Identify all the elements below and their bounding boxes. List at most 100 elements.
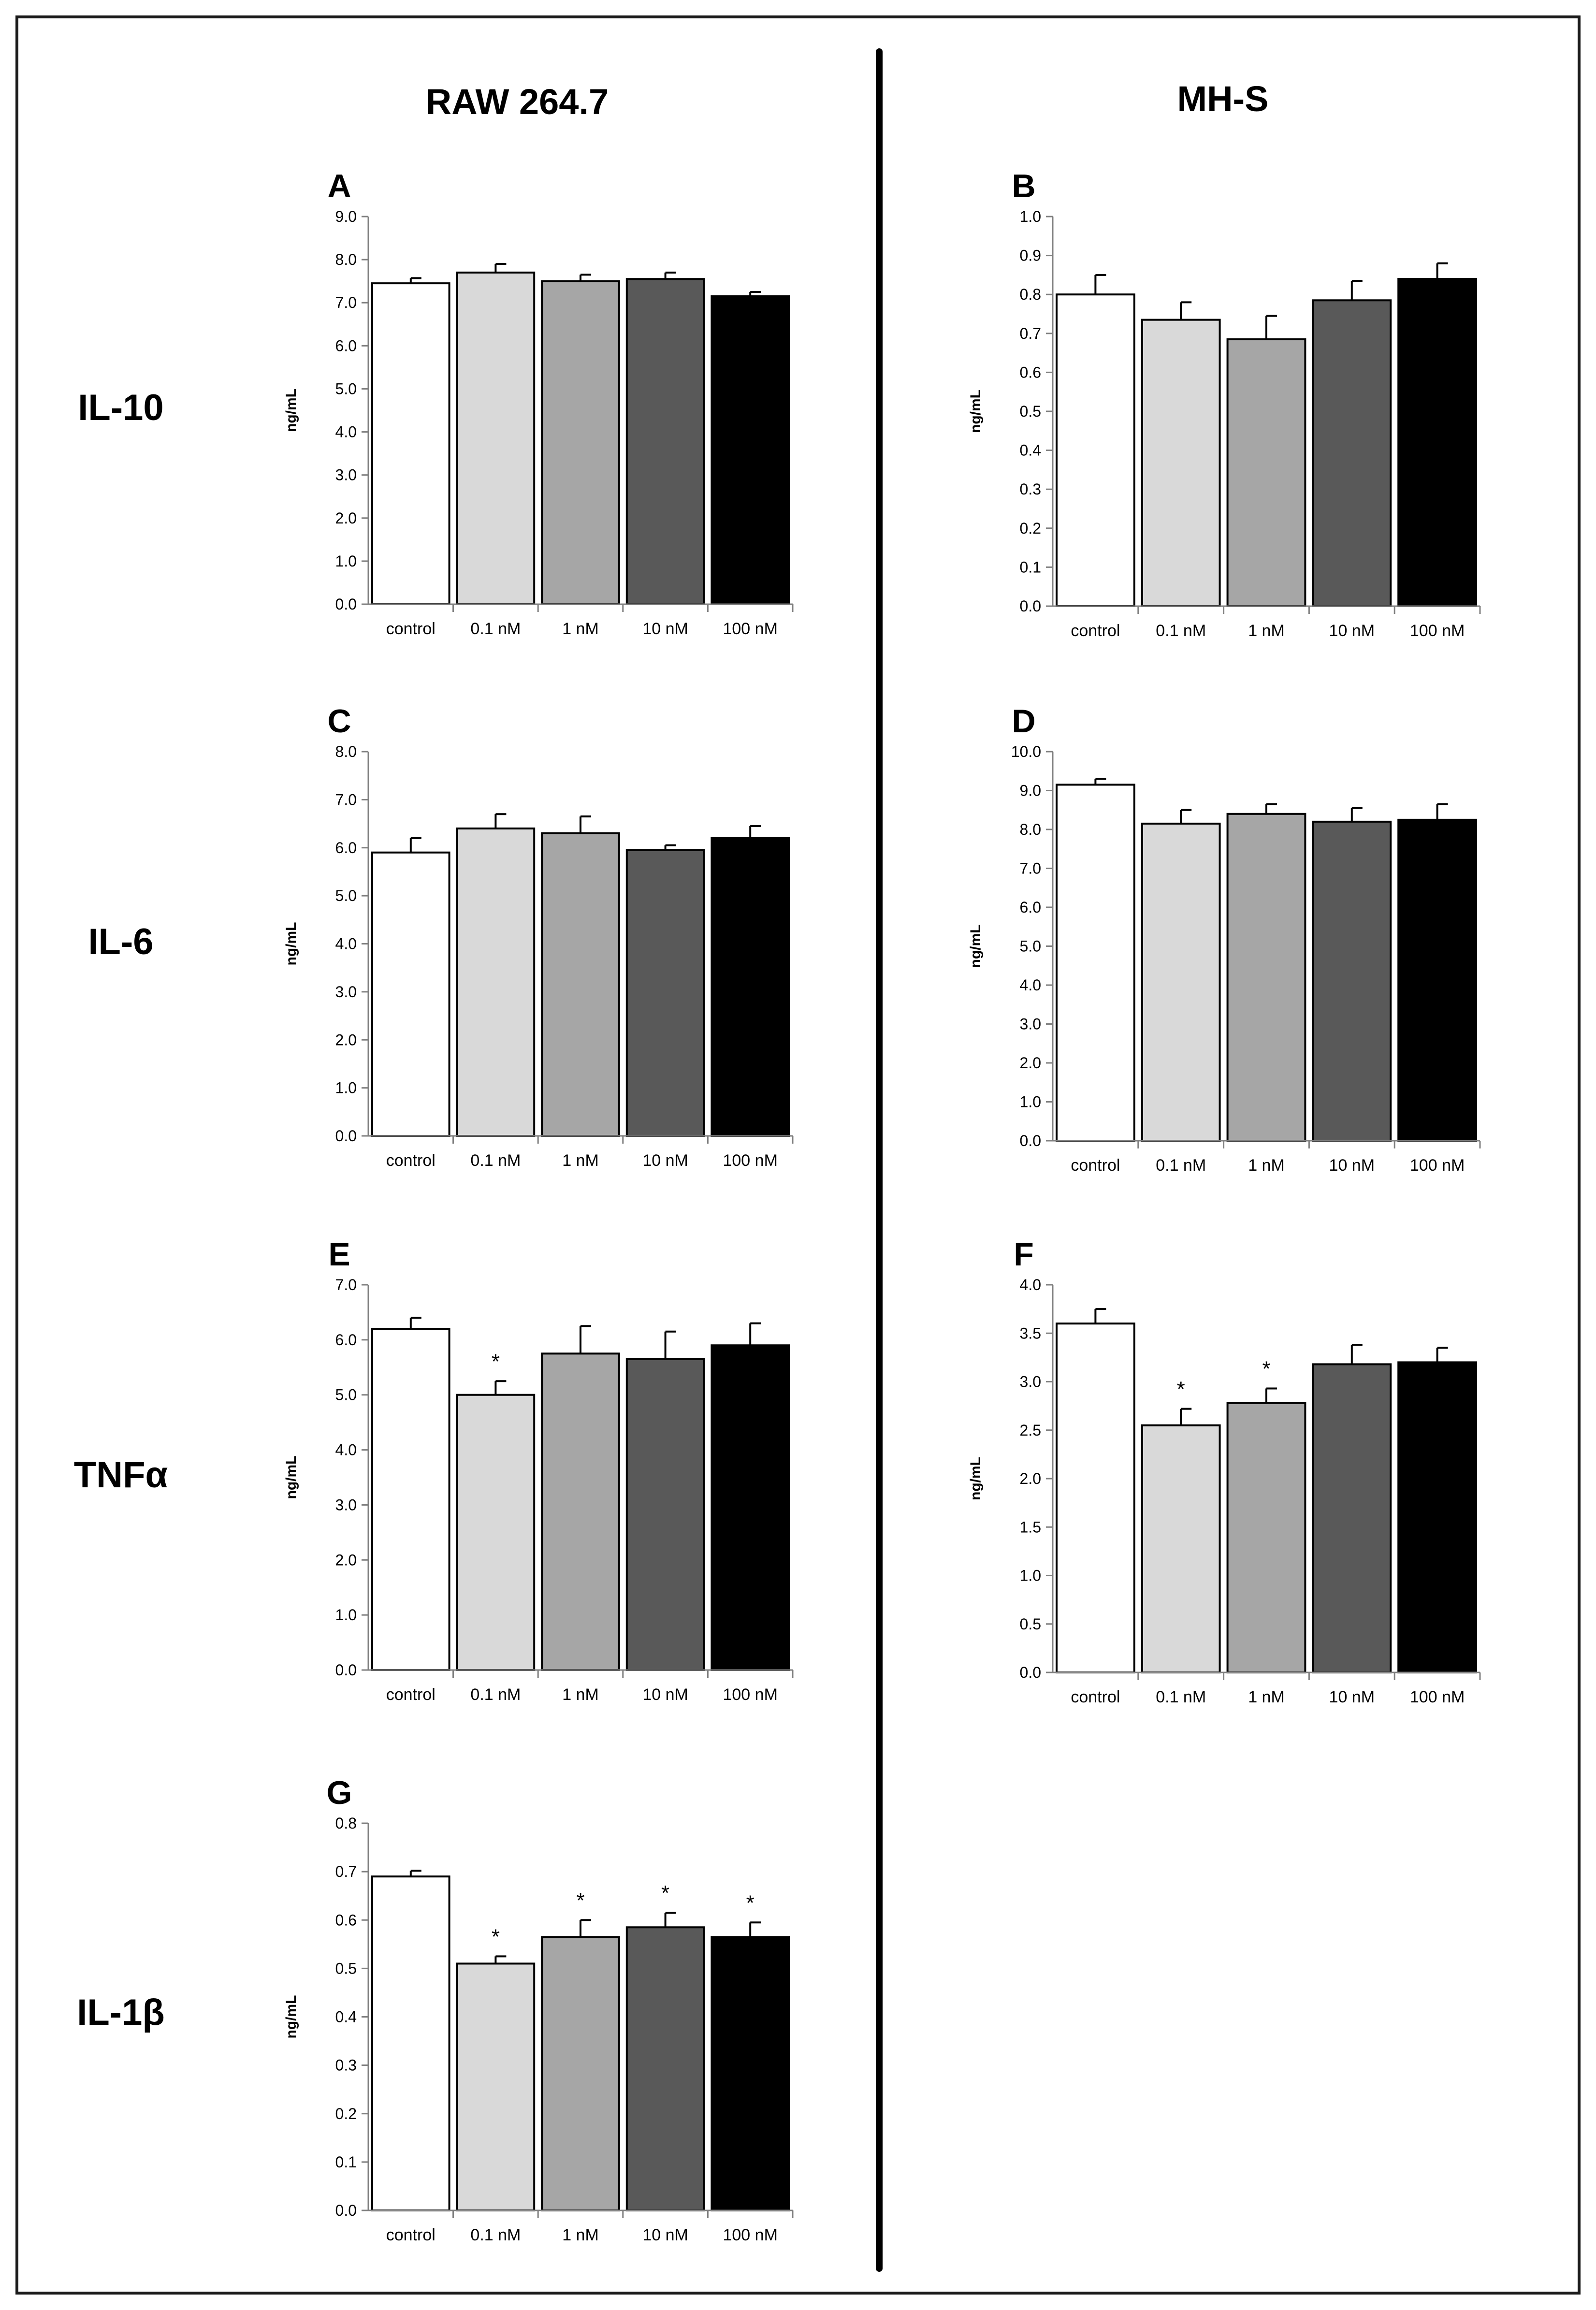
x-category-label: 10 nM <box>642 1151 688 1170</box>
y-tick-label: 1.0 <box>335 1606 357 1624</box>
x-category-label: control <box>1071 1688 1120 1706</box>
bar-100-nm <box>711 1936 790 2211</box>
column-title-mhs: MH-S <box>1177 79 1269 119</box>
y-tick-label: 0.4 <box>1020 442 1041 459</box>
bar-100-nm <box>711 1344 790 1671</box>
column-divider <box>876 48 883 2272</box>
y-tick-label: 0.8 <box>1020 286 1041 303</box>
y-tick-label: 1.0 <box>1020 208 1041 225</box>
y-tick-label: 0.5 <box>1020 1615 1041 1633</box>
y-tick-label: 0.5 <box>335 1960 357 1977</box>
bar-control <box>371 1328 450 1671</box>
y-tick-label: 2.5 <box>1020 1422 1041 1439</box>
x-category-label: 1 nM <box>562 2226 599 2244</box>
y-tick-label: 0.4 <box>335 2008 357 2026</box>
y-tick-label: 4.0 <box>1020 976 1041 994</box>
bar-10-nm <box>625 1926 705 2212</box>
y-tick-label: 0.1 <box>1020 558 1041 576</box>
y-tick-label: 6.0 <box>1020 899 1041 916</box>
y-tick-label: 0.0 <box>335 596 357 613</box>
x-category-label: control <box>386 1151 435 1170</box>
y-tick-label: 5.0 <box>335 887 357 904</box>
panel-letter: B <box>1012 168 1035 204</box>
row-label-tnf: TNFα <box>73 1454 168 1496</box>
y-tick-label: 0.7 <box>335 1863 357 1880</box>
y-tick-label: 0.0 <box>335 1127 357 1145</box>
bar-10-nm <box>1312 1363 1392 1673</box>
y-tick-label: 4.0 <box>335 1441 357 1459</box>
y-tick-label: 9.0 <box>335 208 357 225</box>
panel-letter: A <box>327 168 351 204</box>
column-title-raw: RAW 264.7 <box>425 82 609 122</box>
y-tick-label: 3.0 <box>1020 1373 1041 1391</box>
chart-panel-e: Eng/mL 0.0 1.0 2.0 3.0 4.0 5.0 6.0 7.0 control * 0.… <box>283 1236 794 1704</box>
bar-1-nm <box>541 1352 620 1671</box>
x-category-label: control <box>386 620 435 638</box>
significance-marker: * <box>492 1350 500 1373</box>
y-tick-label: 0.3 <box>1020 480 1041 498</box>
panel-letter: G <box>327 1774 352 1811</box>
x-category-label: 1 nM <box>562 620 599 638</box>
significance-marker: * <box>1177 1378 1185 1401</box>
x-category-label: 1 nM <box>1248 622 1285 640</box>
x-category-label: 0.1 nM <box>470 2226 521 2244</box>
y-tick-label: 0.0 <box>335 1661 357 1679</box>
x-category-label: 0.1 nM <box>470 1685 521 1704</box>
y-tick-label: 0.6 <box>1020 363 1041 381</box>
chart-panel-g: Gng/mL 0.0 0.1 0.2 0.3 0.4 0.5 0.6 0.7 0.8 control… <box>283 1774 794 2244</box>
bar-100-nm <box>711 837 790 1137</box>
y-tick-label: 3.0 <box>335 466 357 484</box>
x-category-label: 100 nM <box>723 2226 777 2244</box>
y-tick-label: 4.0 <box>335 935 357 953</box>
y-tick-label: 0.0 <box>1020 1664 1041 1681</box>
y-tick-label: 0.9 <box>1020 247 1041 264</box>
y-tick-label: 1.0 <box>1020 1093 1041 1111</box>
y-tick-label: 8.0 <box>1020 821 1041 838</box>
x-category-label: 10 nM <box>1329 622 1375 640</box>
y-tick-label: 6.0 <box>335 337 357 354</box>
y-tick-label: 0.1 <box>335 2153 357 2171</box>
x-category-label: 100 nM <box>723 1685 777 1704</box>
y-axis-label: ng/mL <box>283 389 299 432</box>
significance-marker: * <box>1262 1357 1270 1381</box>
x-category-label: 10 nM <box>642 620 688 638</box>
y-tick-label: 0.5 <box>1020 403 1041 420</box>
bar-0-1-nm <box>456 271 536 605</box>
y-axis-label: ng/mL <box>968 1457 984 1500</box>
x-category-label: 100 nM <box>723 1151 777 1170</box>
panel-letter: E <box>328 1236 350 1273</box>
x-category-label: 100 nM <box>723 620 777 638</box>
panel-letter: D <box>1012 703 1035 740</box>
y-tick-label: 5.0 <box>1020 938 1041 955</box>
bar-100-nm <box>1397 277 1477 607</box>
y-tick-label: 10.0 <box>1011 743 1041 760</box>
y-tick-label: 2.0 <box>1020 1470 1041 1487</box>
bar-control <box>371 282 450 605</box>
y-tick-label: 2.0 <box>1020 1054 1041 1072</box>
row-label-il10: IL-10 <box>78 387 164 428</box>
x-category-label: 100 nM <box>1410 1156 1465 1175</box>
panel-letter: C <box>327 703 351 740</box>
bar-10-nm <box>625 1358 705 1671</box>
x-category-label: control <box>1071 622 1120 640</box>
significance-marker: * <box>746 1891 754 1915</box>
x-category-label: 0.1 nM <box>470 620 521 638</box>
y-tick-label: 1.0 <box>335 1079 357 1097</box>
y-axis-label: ng/mL <box>283 922 299 966</box>
bar-0-1-nm <box>456 828 536 1137</box>
y-tick-label: 5.0 <box>335 1386 357 1404</box>
y-tick-label: 6.0 <box>335 1331 357 1349</box>
bar-100-nm <box>1397 1361 1477 1673</box>
significance-marker: * <box>661 1881 669 1905</box>
significance-marker: * <box>492 1925 500 1948</box>
chart-panel-d: Dng/mL 0.0 1.0 2.0 3.0 4.0 5.0 6.0 7.0 8.0 9.0 10.0… <box>968 703 1481 1175</box>
bar-control <box>371 851 450 1137</box>
y-tick-label: 2.0 <box>335 1031 357 1048</box>
x-category-label: control <box>386 1685 435 1704</box>
y-tick-label: 0.0 <box>1020 1132 1041 1149</box>
x-category-label: control <box>386 2226 435 2244</box>
x-category-label: 100 nM <box>1410 622 1465 640</box>
y-axis-label: ng/mL <box>968 925 984 968</box>
x-category-label: 10 nM <box>642 1685 688 1704</box>
